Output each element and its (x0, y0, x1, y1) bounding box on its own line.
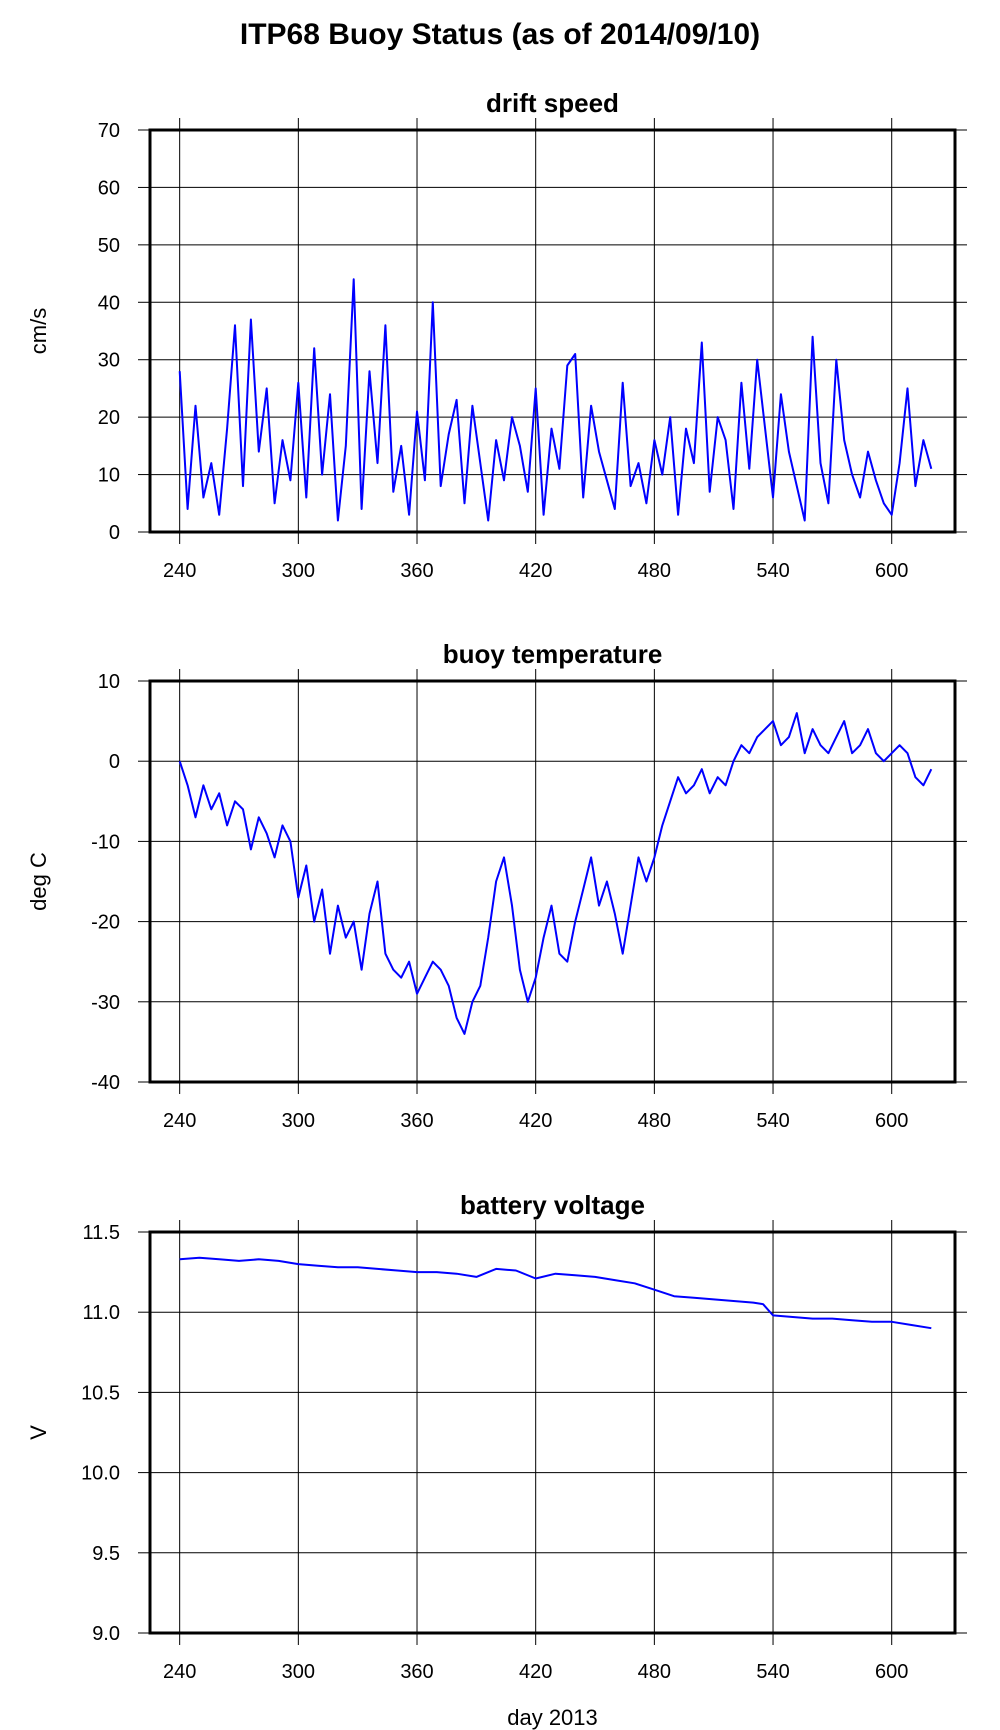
chart1-series-line (178, 278, 933, 522)
chart2-y-tick-label: 10 (98, 671, 120, 693)
chart1-y-tick-label: 40 (98, 292, 120, 314)
chart3-frame (148, 1230, 957, 1635)
chart1-y-tick-label: 70 (98, 120, 120, 142)
chart1-frame (148, 128, 957, 534)
chart2-x-tick-label: 480 (638, 1110, 671, 1132)
chart2-y-axis-label: deg C (26, 852, 51, 911)
page-title: ITP68 Buoy Status (as of 2014/09/10) (239, 18, 761, 51)
chart2-title: buoy temperature (443, 639, 663, 669)
chart1-y-tick-label: 50 (98, 235, 120, 257)
chart1-title: drift speed (486, 88, 619, 118)
chart2-y-tick-label: 0 (109, 751, 120, 773)
chart2-x-tick-label: 600 (875, 1110, 908, 1132)
chart2-frame (148, 679, 957, 1084)
chart3-x-tick-label: 300 (282, 1661, 315, 1683)
chart1-y-tick-label: 10 (98, 465, 120, 487)
chart1-x-tick-label: 360 (400, 560, 433, 582)
chart2-y-tick-label: -10 (91, 831, 120, 853)
chart3-x-tick-label: 240 (163, 1661, 196, 1683)
chart1-y-tick-label: 60 (98, 177, 120, 199)
chart3-title: battery voltage (460, 1190, 645, 1220)
chart3-series-line (179, 1256, 932, 1330)
chart2-y-tick-label: -20 (91, 912, 120, 934)
chart2-x-tick-label: 300 (282, 1110, 315, 1132)
chart2-x-tick-label: 360 (400, 1110, 433, 1132)
chart1-x-tick-label: 600 (875, 560, 908, 582)
chart3-x-tick-label: 540 (756, 1661, 789, 1683)
chart2-x-tick-label: 540 (756, 1110, 789, 1132)
chart3-x-tick-label: 360 (400, 1661, 433, 1683)
chart3-y-tick-label: 11.5 (83, 1222, 120, 1244)
chart3-y-tick-label: 9.0 (92, 1623, 120, 1645)
chart2-y-tick-label: -40 (91, 1072, 120, 1094)
chart1-x-tick-label: 300 (282, 560, 315, 582)
chart2-x-tick-label: 420 (519, 1110, 552, 1132)
chart1-x-tick-label: 420 (519, 560, 552, 582)
chart3-x-axis-label: day 2013 (507, 1705, 598, 1730)
chart3-y-tick-label: 11.0 (83, 1302, 120, 1324)
chart2-x-tick-label: 240 (163, 1110, 196, 1132)
chart3-y-tick-label: 10.0 (81, 1463, 120, 1485)
chart1-x-tick-label: 540 (756, 560, 789, 582)
chart3-y-axis-label: V (26, 1425, 51, 1440)
chart3-x-tick-label: 600 (875, 1661, 908, 1683)
chart3-y-tick-label: 10.5 (81, 1382, 120, 1404)
chart2-y-tick-label: -30 (91, 992, 120, 1014)
chart3-x-tick-label: 480 (638, 1661, 671, 1683)
chart1-y-tick-label: 30 (98, 350, 120, 372)
chart1-y-tick-label: 0 (109, 522, 120, 544)
chart2-series-line (178, 712, 933, 1035)
chart1-x-tick-label: 240 (163, 560, 196, 582)
chart1-y-tick-label: 20 (98, 407, 120, 429)
chart1-y-axis-label: cm/s (26, 308, 51, 354)
chart3-x-tick-label: 420 (519, 1661, 552, 1683)
chart1-x-tick-label: 480 (638, 560, 671, 582)
chart3-y-tick-label: 9.5 (92, 1543, 120, 1565)
